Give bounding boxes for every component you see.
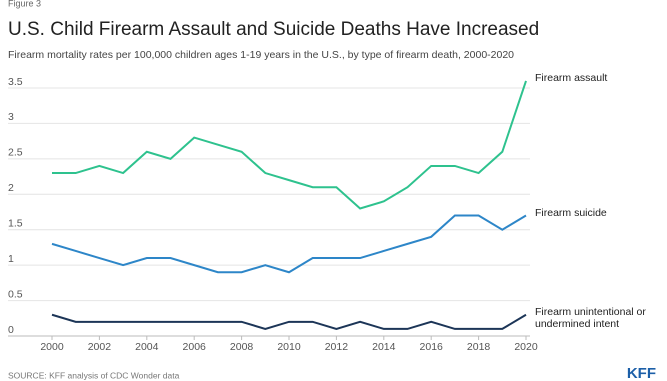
x-tick-label: 2014	[372, 341, 396, 353]
x-tick-label: 2004	[135, 341, 159, 353]
x-tick-label: 2012	[325, 341, 349, 353]
y-tick-label: 0	[8, 324, 14, 336]
figure-label: Figure 3	[8, 0, 41, 8]
x-tick-label: 2000	[40, 341, 64, 353]
y-tick-label: 2	[8, 182, 14, 194]
series-label: Firearm unintentional or undermined inte…	[535, 305, 646, 330]
series-label-box: Firearm suicide	[535, 206, 607, 219]
source-note: SOURCE: KFF analysis of CDC Wonder data	[8, 370, 180, 380]
x-tick-label: 2016	[420, 341, 444, 353]
y-tick-label: 2.5	[8, 147, 23, 159]
chart-title: U.S. Child Firearm Assault and Suicide D…	[8, 19, 539, 40]
series-label: Firearm suicide	[535, 206, 607, 219]
series-line	[51, 313, 527, 330]
x-tick-label: 2010	[277, 341, 301, 353]
x-tick-label: 2020	[514, 341, 538, 353]
x-tick-label: 2002	[88, 341, 112, 353]
y-tick-label: 3.5	[8, 76, 23, 88]
x-tick-label: 2006	[183, 341, 207, 353]
chart-subtitle: Firearm mortality rates per 100,000 chil…	[8, 49, 514, 61]
y-tick-label: 3	[8, 111, 14, 123]
x-tick-label: 2008	[230, 341, 254, 353]
x-tick-label: 2018	[467, 341, 491, 353]
series-label-box: Firearm unintentional or undermined inte…	[535, 305, 646, 330]
y-tick-label: 0.5	[8, 288, 23, 300]
y-tick-label: 1	[8, 253, 14, 265]
y-tick-label: 1.5	[8, 217, 23, 229]
series-label-box: Firearm assault	[535, 71, 608, 84]
series-line	[52, 80, 527, 210]
series-label: Firearm assault	[535, 71, 608, 84]
logo: KFF	[627, 365, 656, 381]
series-line	[51, 214, 527, 274]
